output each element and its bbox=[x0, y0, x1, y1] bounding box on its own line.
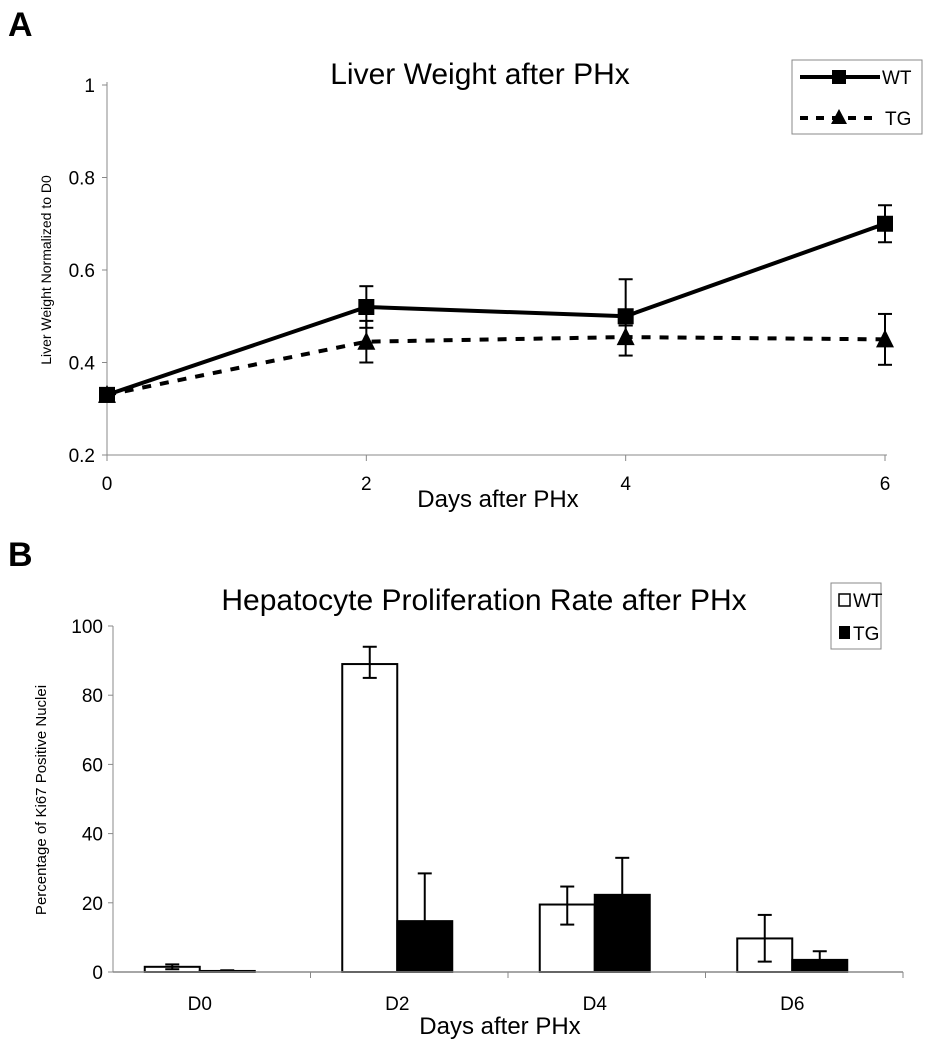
x-tick-label: D0 bbox=[188, 994, 212, 1015]
legend-label-wt: WT bbox=[853, 591, 883, 612]
legend-label-tg: TG bbox=[885, 109, 911, 130]
legend-swatch-tg bbox=[839, 626, 850, 639]
x-tick-label: D6 bbox=[780, 994, 804, 1015]
bar-wt-d2 bbox=[341, 663, 399, 973]
x-tick-label: 2 bbox=[361, 474, 372, 495]
bar-tg-d2 bbox=[396, 920, 454, 973]
x-tick-label: 0 bbox=[102, 474, 113, 495]
y-tick-label: 0.8 bbox=[69, 169, 95, 190]
y-tick-label: 0 bbox=[92, 963, 103, 984]
y-tick-label: 100 bbox=[71, 617, 103, 638]
legend-swatch-wt bbox=[838, 593, 851, 607]
y-tick-label: 0.2 bbox=[69, 446, 95, 467]
data-point-tg bbox=[616, 327, 635, 346]
y-tick-label: 1 bbox=[84, 76, 95, 97]
y-axis-label: Liver Weight Normalized to D0 bbox=[38, 175, 54, 365]
data-point-wt bbox=[617, 308, 634, 325]
data-point-wt bbox=[358, 299, 375, 315]
chart-title: Liver Weight after PHx bbox=[330, 58, 630, 91]
legend-label-tg: TG bbox=[853, 624, 879, 645]
series-line-wt bbox=[106, 221, 886, 397]
data-point-tg bbox=[876, 329, 894, 348]
y-tick-label: 40 bbox=[82, 825, 103, 846]
legend-marker-tg bbox=[831, 109, 847, 124]
x-axis-label: Days after PHx bbox=[417, 486, 578, 513]
bar-tg-d4 bbox=[593, 893, 651, 973]
x-tick-label: 4 bbox=[620, 474, 631, 495]
bar-tg-d6 bbox=[791, 958, 849, 974]
x-axis-label: Days after PHx bbox=[419, 1013, 580, 1040]
y-tick-label: 60 bbox=[82, 755, 103, 776]
data-point-tg bbox=[357, 331, 376, 350]
y-tick-label: 0.4 bbox=[69, 354, 96, 375]
panel-label-b: B bbox=[8, 536, 33, 574]
data-point-tg bbox=[98, 384, 116, 403]
legend-label-wt: WT bbox=[882, 68, 912, 89]
panel-label-a: A bbox=[8, 6, 33, 44]
x-tick-label: D4 bbox=[583, 994, 608, 1015]
series-line-tg bbox=[106, 335, 886, 397]
legend-marker-wt bbox=[832, 70, 846, 84]
y-tick-label: 80 bbox=[82, 686, 103, 707]
legend bbox=[791, 59, 923, 135]
y-tick-label: 20 bbox=[82, 894, 103, 915]
data-point-wt bbox=[877, 215, 893, 232]
y-axis-label: Percentage of Ki67 Positive Nuclei bbox=[33, 685, 50, 915]
y-tick-label: 0.6 bbox=[69, 261, 95, 282]
chart-title: Hepatocyte Proliferation Rate after PHx bbox=[221, 584, 746, 617]
x-tick-label: 6 bbox=[880, 474, 891, 495]
x-tick-label: D2 bbox=[385, 994, 409, 1015]
